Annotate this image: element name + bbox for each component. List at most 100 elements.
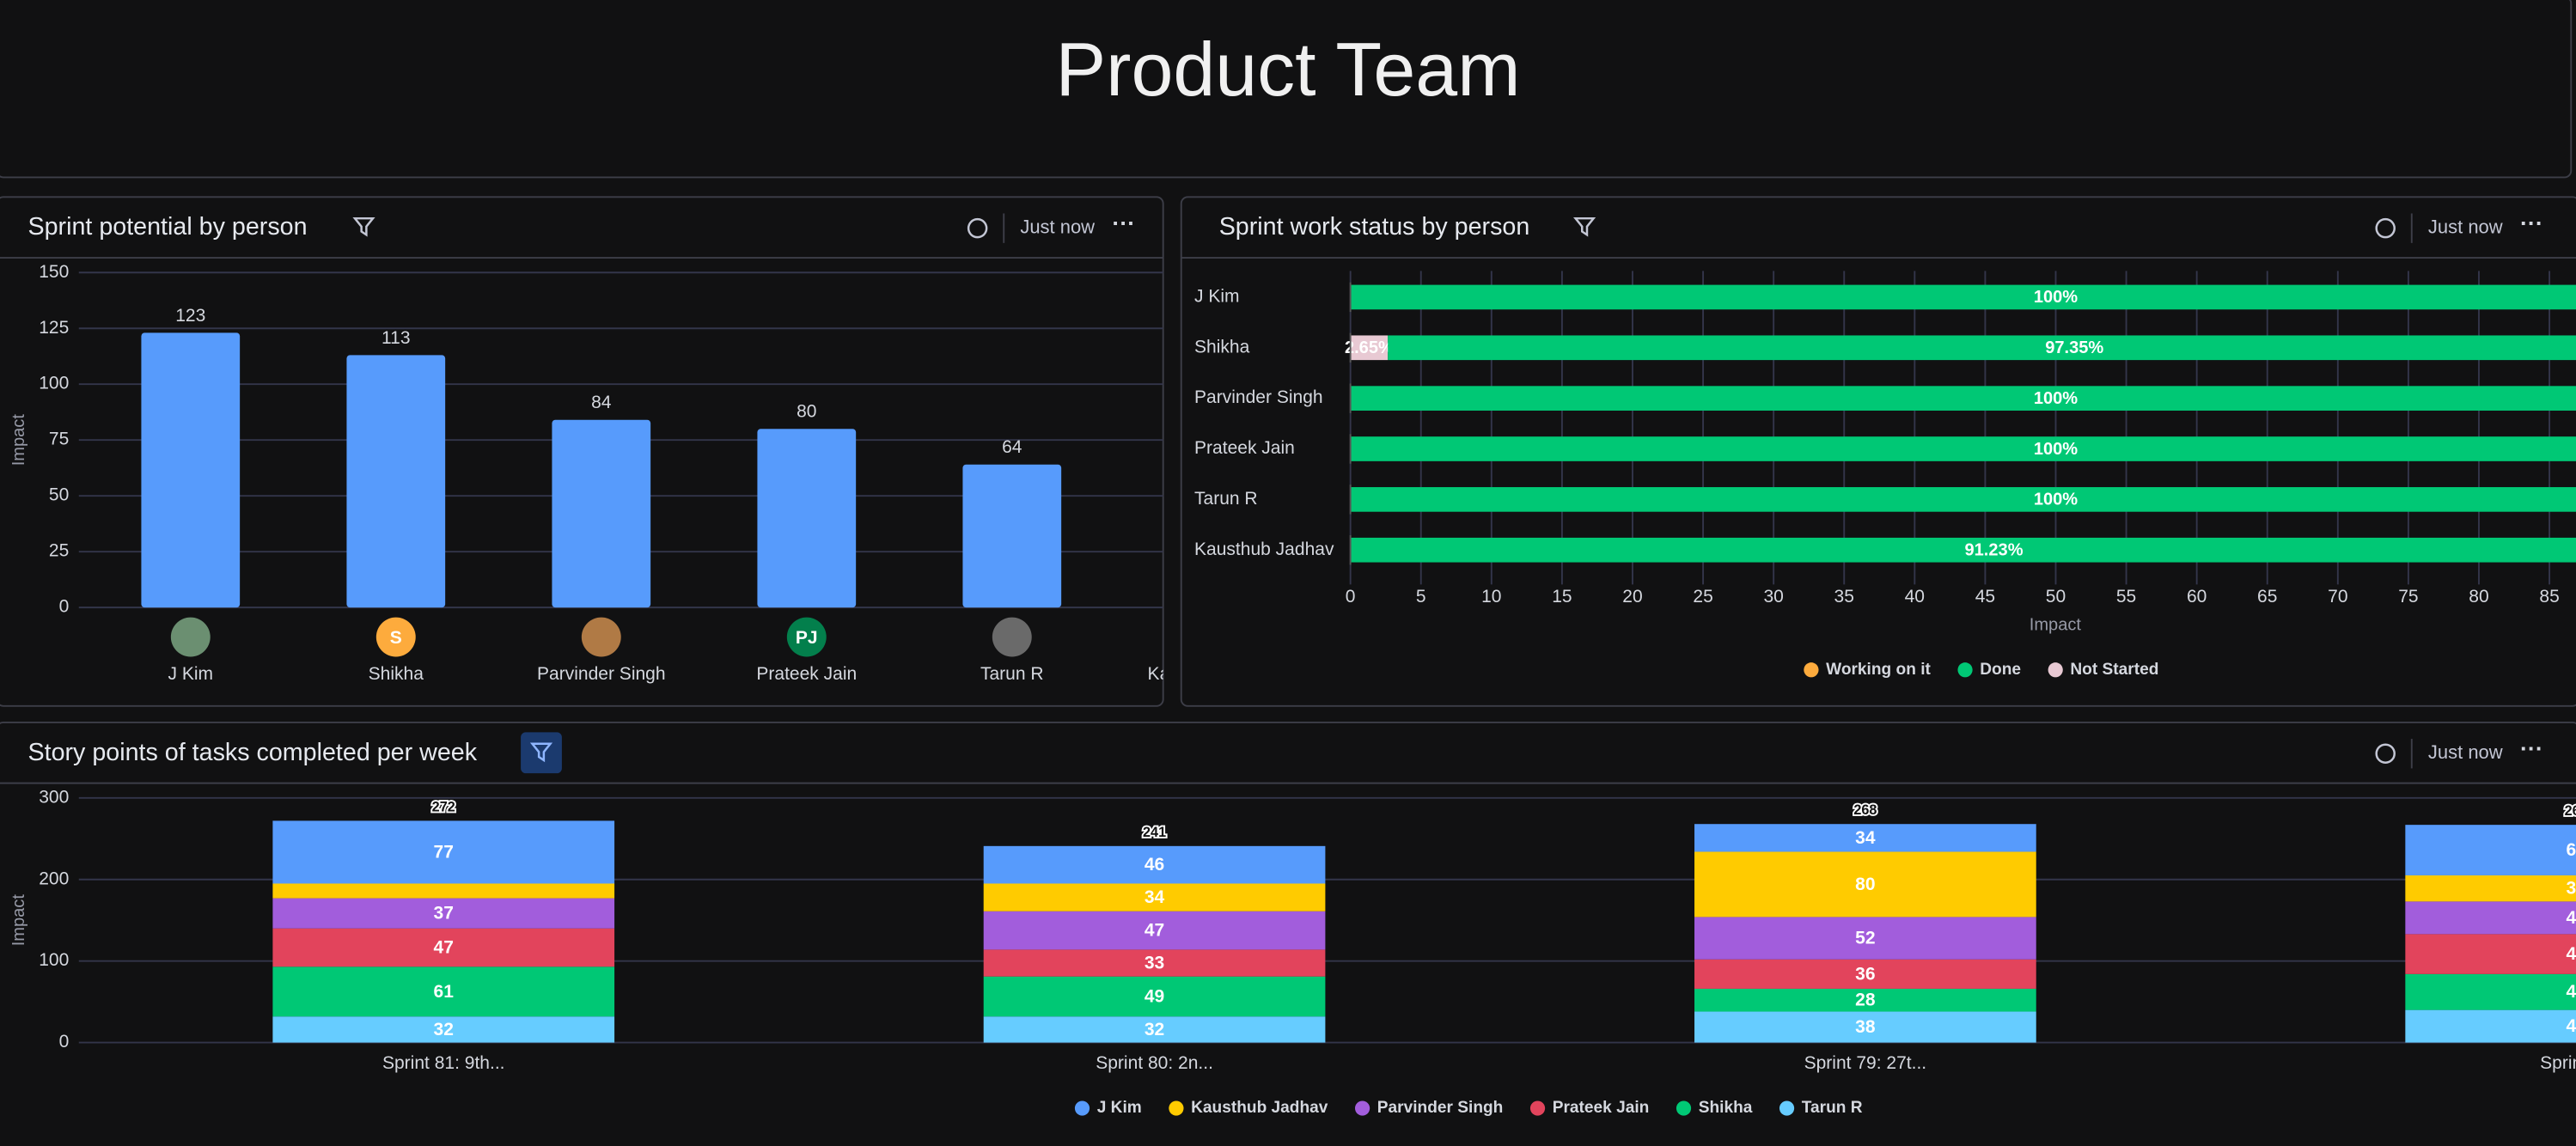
data-label: 34 xyxy=(1145,887,1165,907)
y-tick-label: 125 xyxy=(39,318,69,338)
y-tick-label: Tarun R xyxy=(1194,489,1258,509)
avatar xyxy=(992,617,1032,657)
filter-button[interactable] xyxy=(521,732,562,774)
refresh-icon[interactable] xyxy=(2375,743,2396,764)
avatar xyxy=(786,617,827,657)
bar-segment xyxy=(272,883,615,899)
filter-icon[interactable] xyxy=(1573,216,1596,237)
bar-segment xyxy=(2405,973,2576,1010)
data-label: 80 xyxy=(797,402,816,422)
data-label: 32 xyxy=(434,1020,454,1039)
x-tick-label: 10 xyxy=(1481,587,1501,607)
bar-segment xyxy=(2405,1009,2576,1043)
bar-segment xyxy=(1694,988,2036,1012)
more-menu[interactable]: ··· xyxy=(2520,210,2543,236)
data-label: 100% xyxy=(2034,288,2078,307)
avatar xyxy=(170,617,211,657)
data-label: 77 xyxy=(434,842,454,862)
x-tick-label: J Kim xyxy=(168,664,214,684)
data-label: 49 xyxy=(2566,944,2576,964)
bar-segment xyxy=(1694,851,2036,917)
x-tick-label: Prateek Jain xyxy=(756,664,857,684)
header-panel xyxy=(0,0,2573,179)
more-menu[interactable]: ··· xyxy=(2520,735,2543,761)
total-label: 268 xyxy=(1853,802,1877,818)
data-label: 64 xyxy=(1002,437,1022,457)
avatar-initials: PJ xyxy=(796,628,818,648)
y-tick-label: 0 xyxy=(59,597,70,617)
y-axis-label: Impact xyxy=(9,414,28,466)
bar-segment xyxy=(1694,824,2036,852)
legend-label: Parvinder Singh xyxy=(1377,1099,1504,1117)
bar-segment xyxy=(1350,335,1389,361)
x-tick-label: Shikha xyxy=(369,664,424,684)
data-label: 34 xyxy=(1855,828,1876,848)
bar-segment xyxy=(2405,934,2576,974)
legend-label: Prateek Jain xyxy=(1553,1099,1650,1117)
data-label: 80 xyxy=(1855,875,1875,894)
data-label: 38 xyxy=(1855,1017,1876,1037)
legend-swatch xyxy=(1957,662,1973,678)
bar-segment xyxy=(2405,825,2576,876)
more-menu[interactable]: ··· xyxy=(1112,210,1135,236)
data-label: 49 xyxy=(1145,986,1164,1006)
bar-segment xyxy=(2405,875,2576,902)
updated-time: Just now xyxy=(2428,741,2503,763)
avatar xyxy=(375,617,416,657)
x-tick-label: 30 xyxy=(1763,587,1783,607)
legend-swatch xyxy=(1529,1100,1546,1116)
x-tick-label: 5 xyxy=(1416,587,1426,607)
bar xyxy=(962,464,1062,608)
x-tick-label: 65 xyxy=(2257,587,2277,607)
legend-label: Not Started xyxy=(2070,661,2158,679)
x-tick-label: Tarun R xyxy=(980,664,1044,684)
avatar xyxy=(581,617,621,657)
data-label: 52 xyxy=(1855,929,1875,948)
legend-swatch xyxy=(1169,1100,1184,1116)
y-tick-label: Parvinder Singh xyxy=(1194,387,1323,407)
filter-icon[interactable] xyxy=(352,216,375,237)
data-label: 123 xyxy=(175,306,205,326)
y-tick-label: Kausthub Jadhav xyxy=(1194,539,1334,559)
bar-segment xyxy=(1694,1011,2036,1043)
bar-segment xyxy=(1350,386,2576,411)
bar-segment xyxy=(272,820,615,884)
bar-segment xyxy=(2405,901,2576,935)
bar-segment xyxy=(272,928,615,967)
data-label: 40 xyxy=(2566,1016,2576,1036)
x-tick-label: 80 xyxy=(2469,587,2488,607)
data-label: 47 xyxy=(1145,921,1164,941)
bar-segment xyxy=(983,911,1326,950)
y-tick-label: J Kim xyxy=(1194,286,1240,306)
filter-icon[interactable] xyxy=(529,742,553,763)
y-tick-label: Prateek Jain xyxy=(1194,438,1295,458)
bar-segment xyxy=(1694,959,2036,989)
legend-label: J Kim xyxy=(1097,1099,1142,1117)
legend-swatch xyxy=(1354,1100,1370,1116)
y-tick-label: 200 xyxy=(39,869,69,888)
chart: 0 100 200 300 Impact 32 61 47 37 77 272 Sprint 81: … xyxy=(9,787,2576,1117)
x-tick-label: 75 xyxy=(2398,587,2418,607)
bar-segment xyxy=(272,1016,615,1043)
y-tick-label: 100 xyxy=(39,950,69,970)
bar-segment xyxy=(1694,917,2036,960)
refresh-icon[interactable] xyxy=(967,217,988,239)
x-tick-label: 70 xyxy=(2328,587,2347,607)
updated-time: Just now xyxy=(2428,216,2503,237)
widget-title: Story points of tasks completed per week xyxy=(28,739,478,766)
legend-label: Tarun R xyxy=(1802,1099,1863,1117)
y-tick-label: 100 xyxy=(39,374,69,393)
bar-segment xyxy=(983,949,1326,977)
x-tick-label: Kausthub Jadhav xyxy=(1148,664,1288,684)
data-label: 40 xyxy=(2566,908,2576,928)
x-tick-label: Sprint 78 xyxy=(2540,1053,2576,1073)
data-label: 91.23% xyxy=(1964,540,2023,559)
x-tick-label: 35 xyxy=(1834,587,1854,607)
legend-swatch xyxy=(1074,1100,1090,1116)
bar xyxy=(346,355,446,608)
y-tick-label: 150 xyxy=(39,262,69,282)
refresh-icon[interactable] xyxy=(2375,217,2396,239)
data-label: 2.65% xyxy=(1345,338,1394,357)
y-tick-label: 300 xyxy=(39,787,69,807)
